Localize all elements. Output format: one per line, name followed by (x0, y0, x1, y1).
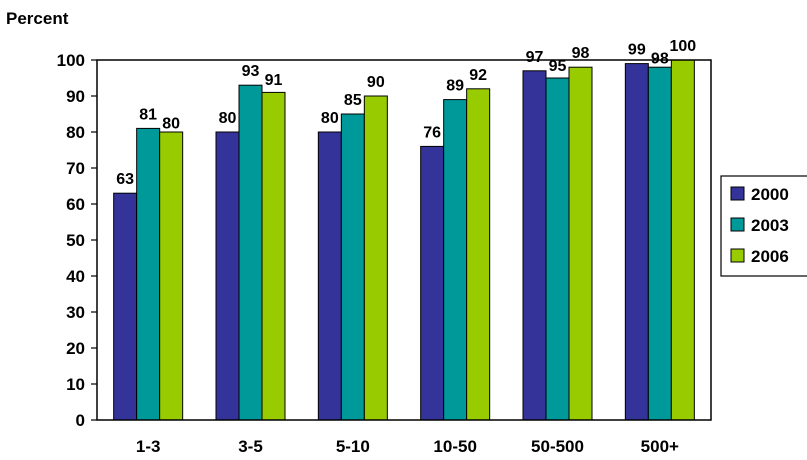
y-tick-label: 40 (66, 267, 85, 286)
data-label-2000-3-5: 80 (219, 110, 237, 127)
data-label-2003-500+: 98 (651, 51, 669, 68)
data-label-2006-500+: 100 (669, 38, 696, 55)
bar-2000-5-10 (318, 132, 341, 420)
bars (114, 60, 695, 420)
bar-2006-5-10 (364, 96, 387, 420)
y-tick-label: 0 (76, 411, 85, 430)
data-label-2000-5-10: 80 (321, 110, 339, 127)
data-label-2006-5-10: 90 (367, 74, 385, 91)
bar-2000-500+ (625, 64, 648, 420)
x-tick-label: 5-10 (336, 437, 370, 456)
data-label-2003-1-3: 81 (139, 106, 157, 123)
data-label-2000-1-3: 63 (116, 171, 134, 188)
data-label-2000-50-500: 97 (526, 49, 544, 66)
y-tick-label: 100 (57, 51, 85, 70)
bar-2000-50-500 (523, 71, 546, 420)
bar-2003-3-5 (239, 85, 262, 420)
y-tick-label: 10 (66, 375, 85, 394)
bar-2003-10-50 (444, 100, 467, 420)
y-tick-label: 60 (66, 195, 85, 214)
data-label-2006-3-5: 91 (265, 72, 283, 89)
bar-2000-10-50 (421, 146, 444, 420)
x-tick-label: 500+ (641, 437, 679, 456)
y-tick-label: 70 (66, 159, 85, 178)
data-label-2006-10-50: 92 (469, 67, 487, 84)
legend-label-2006: 2006 (751, 247, 789, 266)
y-tick-label: 20 (66, 339, 85, 358)
legend-swatch-2003 (731, 218, 744, 231)
data-label-2000-10-50: 76 (423, 124, 441, 141)
bar-2006-500+ (671, 60, 694, 420)
bar-2003-1-3 (137, 128, 160, 420)
y-axis: 0 10 20 30 40 50 60 70 80 90 100 (57, 51, 97, 430)
data-label-2003-3-5: 93 (242, 63, 260, 80)
x-tick-label: 50-500 (531, 437, 584, 456)
y-tick-label: 80 (66, 123, 85, 142)
bar-2003-50-500 (546, 78, 569, 420)
data-label-2003-10-50: 89 (446, 78, 464, 95)
x-tick-label: 3-5 (238, 437, 263, 456)
bar-2000-1-3 (114, 193, 137, 420)
legend: 2000 2003 2006 (721, 176, 807, 276)
data-label-2000-500+: 99 (628, 42, 646, 59)
x-tick-label: 1-3 (136, 437, 161, 456)
x-axis: 1-3 3-5 5-10 10-50 50-500 500+ (136, 437, 679, 456)
legend-label-2003: 2003 (751, 216, 789, 235)
bar-2006-50-500 (569, 67, 592, 420)
bar-2006-3-5 (262, 92, 285, 420)
bar-2003-500+ (648, 67, 671, 420)
plot-frame (97, 60, 711, 420)
y-tick-label: 30 (66, 303, 85, 322)
x-tick-label: 10-50 (433, 437, 476, 456)
y-tick-label: 50 (66, 231, 85, 250)
data-label-2006-1-3: 80 (162, 115, 180, 132)
legend-swatch-2006 (731, 249, 744, 262)
data-label-2003-5-10: 85 (344, 92, 362, 109)
bar-2006-10-50 (467, 89, 490, 420)
bar-2006-1-3 (160, 132, 183, 420)
bar-2000-3-5 (216, 132, 239, 420)
y-axis-title: Percent (6, 9, 69, 28)
legend-swatch-2000 (731, 187, 744, 200)
legend-label-2000: 2000 (751, 185, 789, 204)
bar-2003-5-10 (341, 114, 364, 420)
y-tick-label: 90 (66, 87, 85, 106)
